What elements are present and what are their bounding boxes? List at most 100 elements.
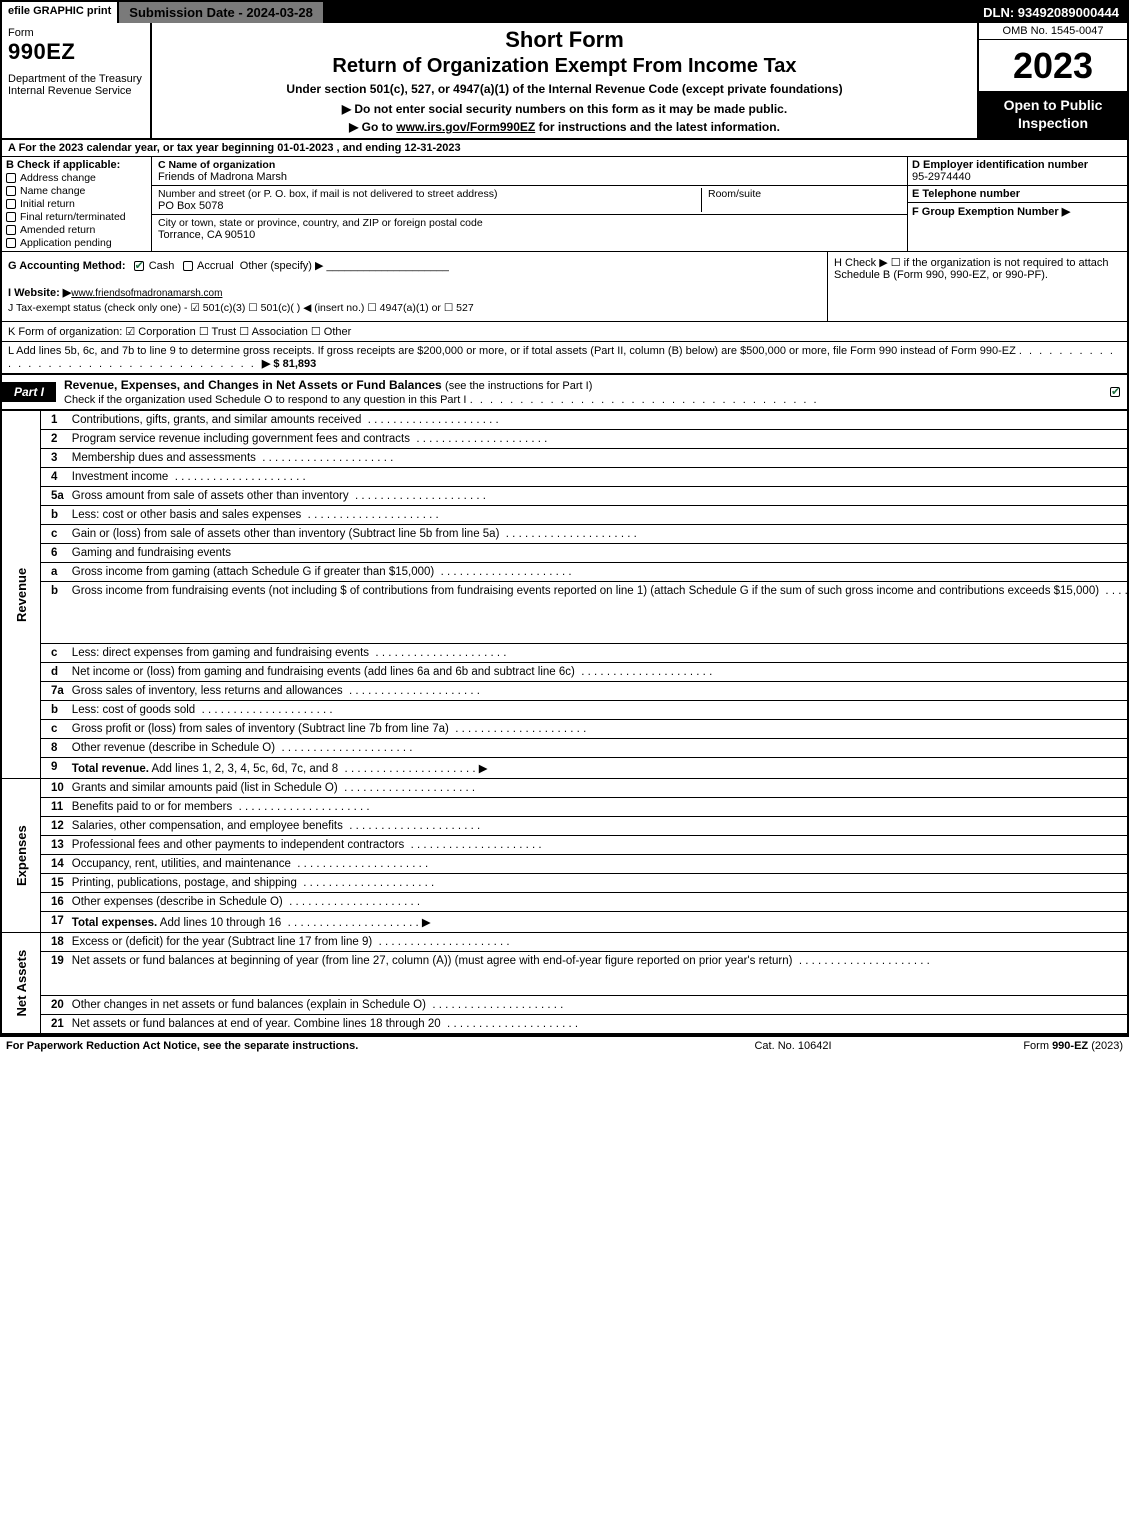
line-no-rev-3: 3 <box>41 449 68 468</box>
C-addr-value: PO Box 5078 <box>158 200 701 212</box>
line-G: G Accounting Method: Cash Accrual Other … <box>8 259 821 272</box>
G-cash-checkbox[interactable] <box>134 261 144 271</box>
line-row-rev-b: bLess: cost of goods sold . . . . . . . … <box>2 701 1129 720</box>
line-no-rev-7a: 7a <box>41 682 68 701</box>
goto-instructions: ▶ Go to www.irs.gov/Form990EZ for instru… <box>158 120 971 134</box>
line-no-rev-c: c <box>41 525 68 544</box>
form-label: Form <box>8 27 144 39</box>
B-option-label-1: Name change <box>20 185 85 197</box>
line-no-exp-14: 14 <box>41 855 68 874</box>
line-desc-exp-11: Benefits paid to or for members . . . . … <box>68 798 1129 817</box>
header-right: OMB No. 1545-0047 2023 Open to Public In… <box>977 23 1127 138</box>
section-G-to-J: G Accounting Method: Cash Accrual Other … <box>2 252 1127 322</box>
line-row-exp-10: Expenses10Grants and similar amounts pai… <box>2 779 1129 798</box>
line-desc-exp-15: Printing, publications, postage, and shi… <box>68 874 1129 893</box>
C-name-row: C Name of organization Friends of Madron… <box>152 157 907 186</box>
C-name-value: Friends of Madrona Marsh <box>158 171 901 183</box>
E-label: E Telephone number <box>912 188 1123 200</box>
line-desc-na-20: Other changes in net assets or fund bala… <box>68 996 1129 1015</box>
B-option-0: Address change <box>6 172 147 184</box>
line-desc-rev-7a: Gross sales of inventory, less returns a… <box>68 682 1129 701</box>
line-row-rev-7a: 7aGross sales of inventory, less returns… <box>2 682 1129 701</box>
part-I-tag: Part I <box>2 382 56 402</box>
website-link[interactable]: www.friendsofmadronamarsh.com <box>71 288 222 299</box>
B-option-2: Initial return <box>6 198 147 210</box>
line-desc-rev-b: Gross income from fundraising events (no… <box>68 582 1129 644</box>
form-page: efile GRAPHIC print Submission Date - 20… <box>0 0 1129 1035</box>
B-option-label-0: Address change <box>20 172 96 184</box>
irs-link[interactable]: www.irs.gov/Form990EZ <box>396 120 535 134</box>
line-row-exp-14: 14Occupancy, rent, utilities, and mainte… <box>2 855 1129 874</box>
tax-year: 2023 <box>979 40 1127 91</box>
line-no-rev-b: b <box>41 582 68 644</box>
section-C: C Name of organization Friends of Madron… <box>152 157 907 251</box>
G-accrual-checkbox[interactable] <box>183 261 193 271</box>
part-I-check-line: Check if the organization used Schedule … <box>64 394 466 406</box>
line-no-na-18: 18 <box>41 933 68 952</box>
header: Form 990EZ Department of the Treasury In… <box>2 23 1127 140</box>
under-section-text: Under section 501(c), 527, or 4947(a)(1)… <box>158 82 971 96</box>
D-label: D Employer identification number <box>912 159 1123 171</box>
B-option-label-3: Final return/terminated <box>20 211 126 223</box>
line-desc-rev-b: Less: cost or other basis and sales expe… <box>68 506 1129 525</box>
B-checkbox-3[interactable] <box>6 212 16 222</box>
G-label: G Accounting Method: <box>8 260 126 272</box>
line-desc-na-21: Net assets or fund balances at end of ye… <box>68 1015 1129 1034</box>
F-label: F Group Exemption Number ▶ <box>912 205 1123 218</box>
C-addr-label: Number and street (or P. O. box, if mail… <box>158 188 701 200</box>
B-checkbox-0[interactable] <box>6 173 16 183</box>
top-bar: efile GRAPHIC print Submission Date - 20… <box>2 2 1127 23</box>
C-city-value: Torrance, CA 90510 <box>158 229 901 241</box>
part-I-table: Revenue1Contributions, gifts, grants, an… <box>2 410 1129 1033</box>
G-accrual: Accrual <box>197 260 234 272</box>
part-I-checkbox-cell <box>1103 386 1127 398</box>
line-K: K Form of organization: ☑ Corporation ☐ … <box>2 322 1127 342</box>
line-no-rev-6: 6 <box>41 544 68 563</box>
section-B-to-F: B Check if applicable: Address changeNam… <box>2 157 1127 252</box>
line-row-rev-9: 9Total revenue. Add lines 1, 2, 3, 4, 5c… <box>2 758 1129 779</box>
G-cash: Cash <box>149 260 175 272</box>
line-row-na-20: 20Other changes in net assets or fund ba… <box>2 996 1129 1015</box>
line-desc-rev-3: Membership dues and assessments . . . . … <box>68 449 1129 468</box>
line-row-rev-c: cGain or (loss) from sale of assets othe… <box>2 525 1129 544</box>
footer-right: Form 990-EZ (2023) <box>923 1040 1123 1052</box>
line-row-rev-4: 4Investment income . . . . . . . . . . .… <box>2 468 1129 487</box>
line-no-rev-8: 8 <box>41 739 68 758</box>
B-label: B Check if applicable: <box>6 159 147 171</box>
line-desc-rev-4: Investment income . . . . . . . . . . . … <box>68 468 1129 487</box>
B-checkbox-5[interactable] <box>6 238 16 248</box>
line-no-exp-15: 15 <box>41 874 68 893</box>
line-desc-rev-5a: Gross amount from sale of assets other t… <box>68 487 1129 506</box>
B-checkbox-4[interactable] <box>6 225 16 235</box>
line-desc-exp-13: Professional fees and other payments to … <box>68 836 1129 855</box>
line-row-exp-17: 17Total expenses. Add lines 10 through 1… <box>2 912 1129 933</box>
section-DEF: D Employer identification number 95-2974… <box>907 157 1127 251</box>
B-checkbox-2[interactable] <box>6 199 16 209</box>
C-name-label: C Name of organization <box>158 159 901 171</box>
I-label: I Website: ▶ <box>8 287 71 299</box>
C-addr-row: Number and street (or P. O. box, if mail… <box>152 186 907 215</box>
B-checkbox-1[interactable] <box>6 186 16 196</box>
line-no-na-19: 19 <box>41 952 68 996</box>
line-row-rev-8: 8Other revenue (describe in Schedule O) … <box>2 739 1129 758</box>
C-city-row: City or town, state or province, country… <box>152 215 907 243</box>
line-row-exp-13: 13Professional fees and other payments t… <box>2 836 1129 855</box>
line-row-exp-12: 12Salaries, other compensation, and empl… <box>2 817 1129 836</box>
section-B: B Check if applicable: Address changeNam… <box>2 157 152 251</box>
line-desc-exp-14: Occupancy, rent, utilities, and maintena… <box>68 855 1129 874</box>
line-row-exp-16: 16Other expenses (describe in Schedule O… <box>2 893 1129 912</box>
line-row-exp-11: 11Benefits paid to or for members . . . … <box>2 798 1129 817</box>
part-I-title-text: Revenue, Expenses, and Changes in Net As… <box>64 378 442 392</box>
section-F: F Group Exemption Number ▶ <box>908 203 1127 251</box>
G-other: Other (specify) ▶ <box>240 260 324 272</box>
line-no-exp-13: 13 <box>41 836 68 855</box>
B-option-label-4: Amended return <box>20 224 95 236</box>
part-I-checkbox[interactable] <box>1110 387 1120 397</box>
section-H: H Check ▶ ☐ if the organization is not r… <box>827 252 1127 321</box>
line-no-na-21: 21 <box>41 1015 68 1034</box>
B-option-label-5: Application pending <box>20 237 112 249</box>
line-desc-exp-16: Other expenses (describe in Schedule O) … <box>68 893 1129 912</box>
line-desc-rev-b: Less: cost of goods sold . . . . . . . .… <box>68 701 1129 720</box>
line-desc-rev-8: Other revenue (describe in Schedule O) .… <box>68 739 1129 758</box>
line-no-rev-2: 2 <box>41 430 68 449</box>
